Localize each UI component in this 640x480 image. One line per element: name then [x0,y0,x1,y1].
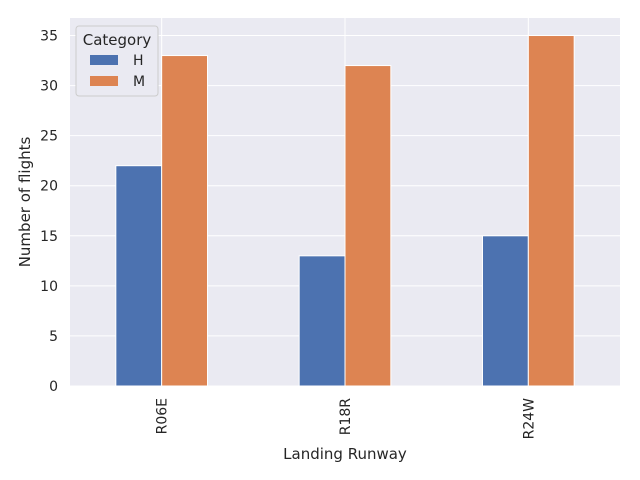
y-tick-label: 35 [40,29,58,45]
bar-m-r18r [344,65,392,387]
y-tick-labels: 0 5 10 15 20 25 30 35 [40,29,58,395]
y-tick-label: 20 [40,179,58,195]
y-tick-label: 0 [49,379,58,395]
x-axis-title: Landing Runway [283,445,407,463]
legend-label-m: M [133,74,145,90]
y-tick-label: 10 [40,279,58,295]
legend-title: Category [83,31,152,49]
y-tick-label: 25 [40,129,58,145]
y-tick-label: 30 [40,79,58,95]
legend-label-h: H [133,53,144,69]
bar-h-r18r [298,255,346,387]
x-tick-label: R06E [155,398,171,434]
bars [115,35,575,387]
legend: Category H M [75,25,159,97]
x-tick-labels: R06E R18R R24W [155,398,538,440]
bar-h-r24w [482,235,529,387]
legend-swatch-m [90,76,118,86]
bar-m-r24w [527,35,575,387]
legend-swatch-h [90,55,118,65]
y-tick-label: 5 [49,329,58,345]
bar-h-r06e [115,165,163,387]
x-tick-label: R18R [338,398,354,436]
y-axis-title: Number of flights [16,137,34,268]
x-tick-label: R24W [521,398,537,440]
bar-m-r06e [161,55,209,387]
y-tick-label: 15 [40,229,58,245]
